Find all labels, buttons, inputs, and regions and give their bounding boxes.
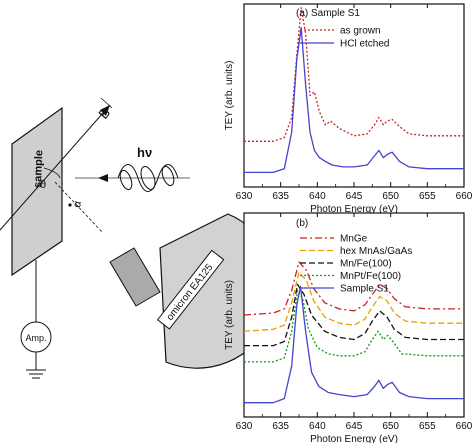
theta-arc — [43, 167, 61, 179]
panel-label: (a) Sample S1 — [296, 8, 360, 19]
plot-frame — [243, 212, 465, 418]
x-tick-label: 645 — [346, 191, 363, 202]
x-axis-label: Photon Energy (eV) — [310, 434, 398, 443]
ground-icon — [26, 369, 46, 379]
x-tick-label: 630 — [236, 191, 253, 202]
x-tick-label: 630 — [236, 421, 253, 432]
y-axis-label: TEY (arb. units) — [224, 61, 235, 131]
x-tick-label: 640 — [309, 421, 326, 432]
series-line-mnge — [243, 261, 464, 316]
x-tick-label: 655 — [419, 191, 436, 202]
sample-plate — [11, 106, 63, 277]
x-tick-label: 660 — [456, 421, 473, 432]
field-arrow-icon — [100, 105, 110, 116]
legend-label: Sample S1 — [340, 284, 389, 295]
field-axis — [0, 104, 111, 231]
photon-label: hν — [137, 145, 152, 160]
panel-label: (b) — [296, 218, 308, 229]
x-tick-label: 655 — [419, 421, 436, 432]
schematic: sample B θ α hν Amp. — [0, 97, 278, 379]
x-tick-label: 640 — [309, 191, 326, 202]
analyzer-entrance — [109, 247, 161, 307]
detector-direction-line — [54, 181, 103, 233]
sample-label: sample — [32, 150, 45, 188]
series-line-hex-mnas-gaas — [243, 271, 464, 332]
x-tick-label: 650 — [382, 191, 399, 202]
x-tick-label: 645 — [346, 421, 363, 432]
series-line-sample-s1 — [244, 285, 464, 404]
spectra-panels: 630 635 640 645 650 655 660 Photon Energy (eV) T… — [224, 3, 473, 443]
panel-a: 630 635 640 645 650 655 660 Photon Energy (eV) T… — [224, 3, 473, 215]
ammeter-label: Amp. — [25, 333, 46, 343]
x-axis-label: Photon Energy (eV) — [310, 204, 398, 215]
y-axis-label: TEY (arb. units) — [224, 280, 235, 350]
panel-b: 630 635 640 645 650 655 660 Photon Energy (eV) T… — [224, 212, 473, 443]
legend-label: as grown — [340, 26, 381, 37]
x-tick-label: 635 — [272, 191, 289, 202]
plot-frame — [243, 3, 465, 188]
photon-wave-icon — [117, 164, 179, 192]
legend-label: hex MnAs/GaAs — [340, 246, 412, 257]
series-line-hcl-etched — [244, 27, 464, 174]
x-tick-label: 660 — [456, 191, 473, 202]
series-line-as-grown — [244, 7, 464, 142]
x-tick-label: 635 — [272, 421, 289, 432]
legend-label: MnGe — [340, 234, 368, 245]
x-tick-label: 650 — [382, 421, 399, 432]
legend-label: Mn/Fe(100) — [340, 259, 392, 270]
photon-arrow-icon — [98, 174, 108, 182]
legend-label: HCl etched — [340, 39, 389, 50]
legend-label: MnPt/Fe(100) — [340, 271, 401, 282]
analyzer-nameplate — [156, 249, 225, 330]
field-vector-bar — [100, 97, 113, 109]
alpha-dot — [68, 203, 72, 207]
theta-label: θ — [40, 179, 46, 191]
alpha-label: α — [71, 200, 84, 209]
